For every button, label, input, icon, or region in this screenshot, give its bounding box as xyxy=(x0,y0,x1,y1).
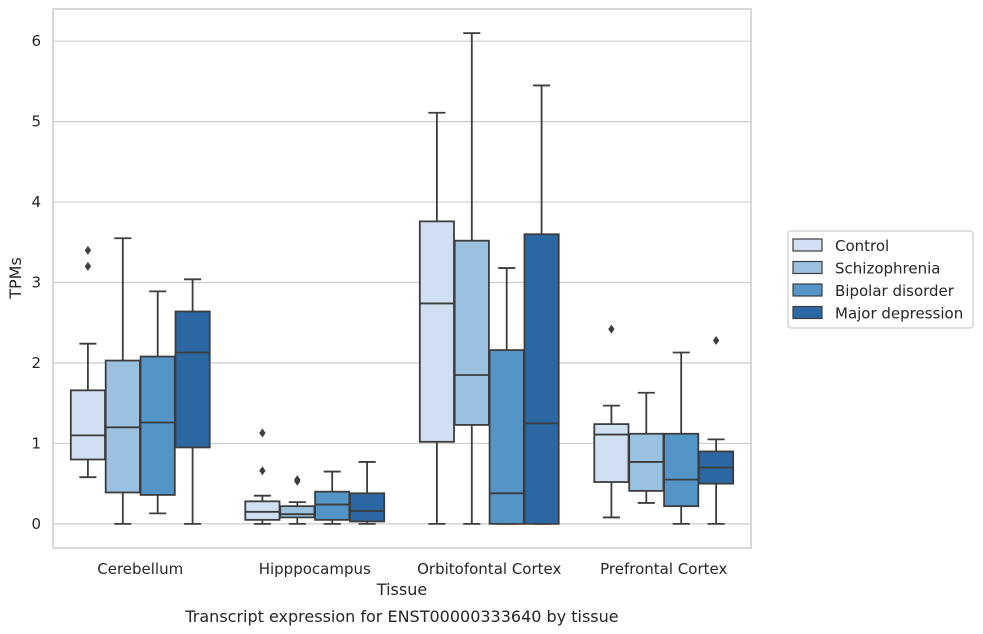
box-iqr xyxy=(593,423,630,483)
box-plot xyxy=(349,461,386,525)
y-tick-label: 5 xyxy=(31,113,41,131)
legend-swatch xyxy=(792,260,823,275)
box-plot xyxy=(593,324,630,519)
y-tick-label: 4 xyxy=(31,193,41,211)
y-axis-label: TPMs xyxy=(6,257,25,300)
box-plot xyxy=(418,111,455,525)
box-iqr xyxy=(453,239,490,426)
outlier-point xyxy=(259,466,266,476)
plot-axes xyxy=(52,8,752,549)
x-tick-label: Orbitofontal Cortex xyxy=(417,560,561,578)
box-plot xyxy=(488,267,525,525)
box-iqr xyxy=(139,355,176,496)
legend-label: Major depression xyxy=(835,305,963,323)
box-iqr xyxy=(488,349,525,525)
y-tick-label: 6 xyxy=(31,32,41,50)
box-plot xyxy=(279,475,316,525)
y-tick-label: 0 xyxy=(31,515,41,533)
box-plot xyxy=(139,290,176,515)
box-iqr xyxy=(244,500,281,521)
outlier-point xyxy=(84,245,92,255)
outlier-point xyxy=(608,324,615,334)
y-tick-label: 1 xyxy=(31,434,41,452)
box-iqr xyxy=(69,389,106,461)
outlier-point xyxy=(712,335,720,345)
legend-swatch xyxy=(792,238,823,252)
y-tick-label: 3 xyxy=(31,274,41,292)
legend-swatch xyxy=(792,283,823,297)
box-plot xyxy=(244,428,281,525)
legend-label: Control xyxy=(835,237,889,255)
box-iqr xyxy=(663,432,700,508)
plot-frame xyxy=(52,8,752,549)
box-plot xyxy=(314,470,351,525)
legend: Control Schizophrenia Bipolar disorder Majo… xyxy=(787,230,974,329)
outlier-point xyxy=(294,476,301,486)
box-iqr xyxy=(279,505,316,519)
box-plot xyxy=(104,237,141,525)
x-tick-label: Hipppocampus xyxy=(259,560,371,578)
box-plot xyxy=(453,32,490,525)
box-iqr xyxy=(349,492,386,523)
y-tick-label: 2 xyxy=(31,354,41,372)
legend-label: Bipolar disorder xyxy=(835,282,955,300)
box-plot xyxy=(523,84,560,525)
axis-tick-labels: 0 1 2 3 4 5 6 Cerebellum Hipppocampus Orbitofonta… xyxy=(31,32,727,578)
box-series xyxy=(69,32,735,525)
box-plot xyxy=(174,278,211,525)
box-iqr xyxy=(174,310,211,449)
x-axis-label: Tissue xyxy=(376,580,427,599)
box-plot xyxy=(69,245,106,479)
legend-swatch xyxy=(792,305,823,320)
box-plot xyxy=(663,351,700,525)
outlier-point xyxy=(84,261,92,271)
box-plot xyxy=(628,391,665,504)
x-tick-label: Cerebellum xyxy=(97,560,183,578)
box-iqr xyxy=(523,233,560,525)
chart-caption: Transcript expression for ENST0000033364… xyxy=(184,607,618,626)
legend-label: Schizophrenia xyxy=(835,260,940,278)
box-iqr xyxy=(314,490,351,521)
outlier-point xyxy=(259,428,266,438)
box-plot xyxy=(698,335,735,525)
box-iqr xyxy=(418,220,455,443)
x-tick-label: Prefrontal Cortex xyxy=(600,560,727,578)
legend-frame xyxy=(787,230,974,329)
